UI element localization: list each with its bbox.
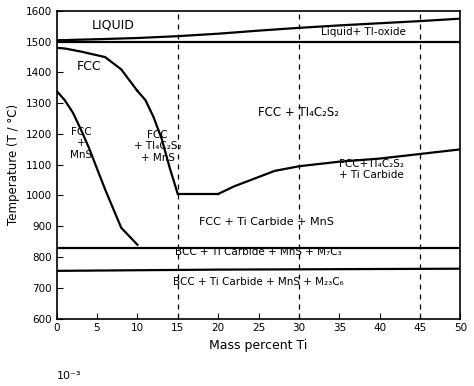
Text: FCC+TI₄C₂S₂
+ Ti Carbide: FCC+TI₄C₂S₂ + Ti Carbide: [339, 159, 404, 180]
Text: FCC: FCC: [77, 60, 101, 73]
Text: FCC
+
MnS: FCC + MnS: [70, 127, 92, 160]
Text: BCC + Ti Carbide + MnS + M₇C₃: BCC + Ti Carbide + MnS + M₇C₃: [175, 247, 342, 257]
Text: FCC + TI₄C₂S₂: FCC + TI₄C₂S₂: [258, 106, 339, 119]
Y-axis label: Temperature (T / °C): Temperature (T / °C): [7, 104, 20, 225]
Text: Liquid+ TI-oxide: Liquid+ TI-oxide: [321, 27, 406, 37]
Text: 10⁻³: 10⁻³: [56, 371, 81, 381]
X-axis label: Mass percent Ti: Mass percent Ti: [210, 339, 308, 352]
Text: BCC + Ti Carbide + MnS + M₂₃C₆: BCC + Ti Carbide + MnS + M₂₃C₆: [173, 277, 344, 287]
Text: FCC + Ti Carbide + MnS: FCC + Ti Carbide + MnS: [199, 217, 334, 227]
Text: LIQUID: LIQUID: [91, 18, 135, 31]
Text: FCC
+ TI₄C₂S₂
+ MnS: FCC + TI₄C₂S₂ + MnS: [134, 130, 182, 163]
